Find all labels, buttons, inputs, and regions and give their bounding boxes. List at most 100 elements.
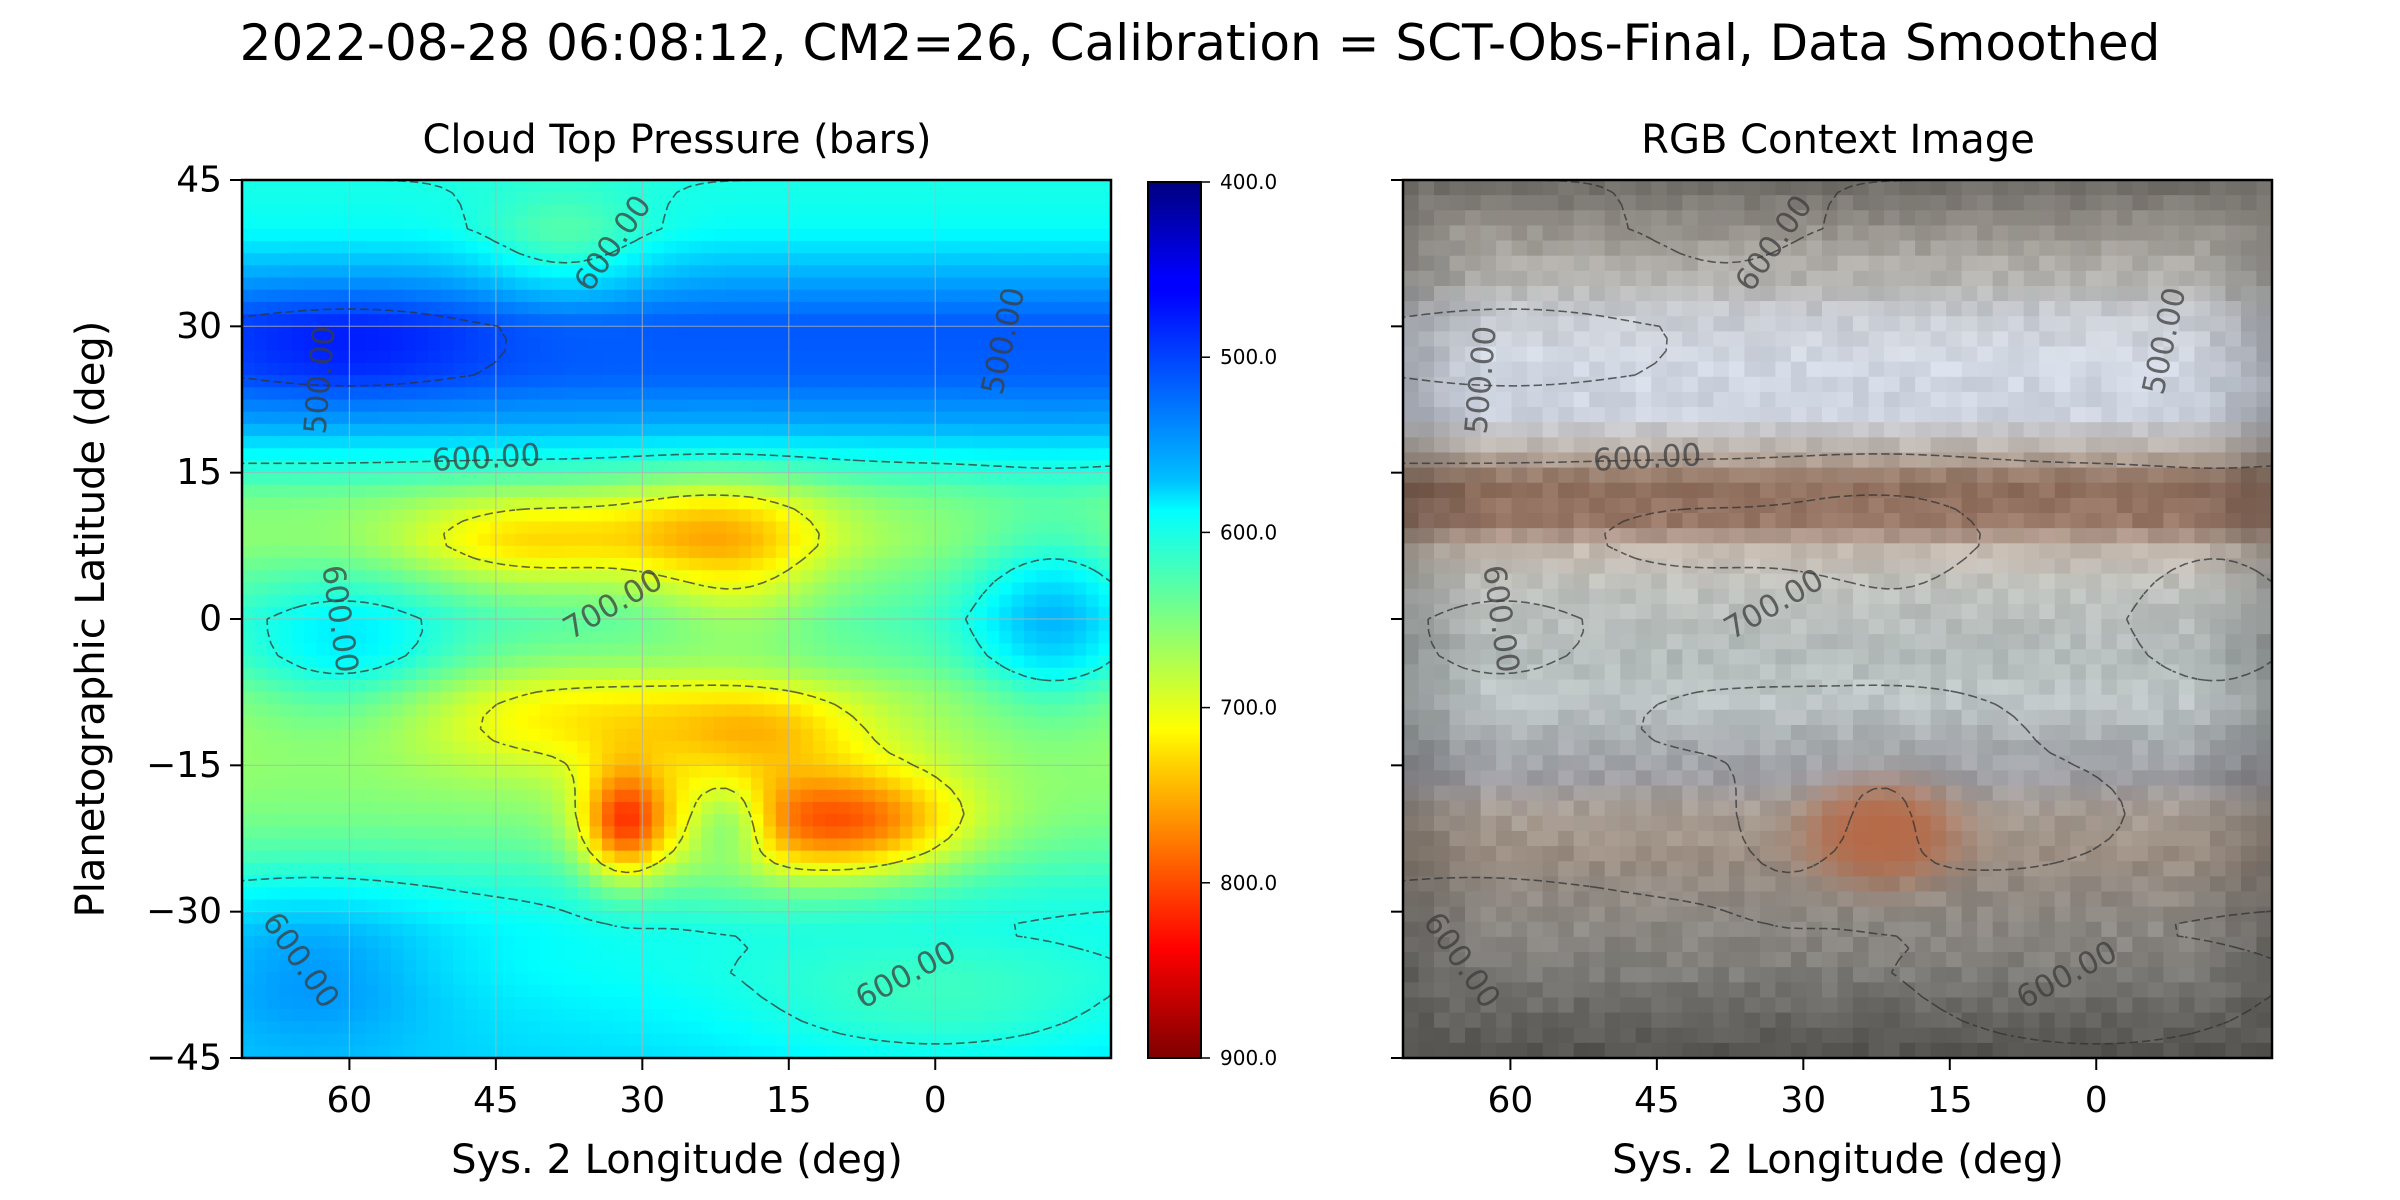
- pressure-cell: [403, 301, 417, 315]
- pressure-cell: [1086, 801, 1100, 815]
- pressure-cell: [1011, 899, 1025, 913]
- pressure-cell: [453, 192, 467, 205]
- pressure-cell: [415, 619, 429, 632]
- pressure-cell: [825, 679, 839, 693]
- pressure-cell: [887, 180, 901, 193]
- pressure-cell: [750, 777, 764, 791]
- pressure-cell: [738, 192, 752, 205]
- pressure-cell: [564, 240, 578, 254]
- pressure-cell: [750, 521, 764, 535]
- pressure-cell: [316, 923, 330, 937]
- pressure-cell: [688, 948, 702, 962]
- pressure-cell: [366, 436, 380, 449]
- pressure-cell: [502, 399, 516, 413]
- pressure-cell: [589, 582, 603, 596]
- pressure-cell: [403, 1033, 417, 1047]
- pressure-cell: [477, 460, 491, 474]
- pressure-cell: [912, 753, 926, 766]
- pressure-cell: [428, 948, 442, 962]
- pressure-cell: [502, 911, 516, 925]
- pressure-cell: [415, 1045, 429, 1058]
- pressure-cell: [266, 460, 280, 474]
- pressure-cell: [515, 728, 529, 742]
- pressure-cell: [639, 362, 653, 376]
- pressure-cell: [912, 679, 926, 693]
- pressure-cell: [726, 423, 740, 437]
- pressure-cell: [1061, 862, 1075, 876]
- pressure-cell: [924, 826, 938, 840]
- pressure-cell: [862, 692, 876, 705]
- pressure-cell: [738, 411, 752, 425]
- pressure-cell: [862, 436, 876, 449]
- pressure-cell: [242, 521, 256, 535]
- pressure-cell: [614, 850, 628, 864]
- pressure-cell: [912, 594, 926, 608]
- pressure-cell: [800, 631, 814, 644]
- pressure-cell: [825, 387, 839, 401]
- pressure-cell: [1011, 838, 1025, 852]
- pressure-cell: [539, 814, 553, 827]
- pressure-cell: [626, 326, 640, 340]
- pressure-cell: [1048, 594, 1062, 608]
- pressure-cell: [899, 655, 913, 669]
- pressure-cell: [1011, 972, 1025, 986]
- pressure-cell: [353, 850, 367, 864]
- pressure-cell: [328, 765, 342, 779]
- pressure-cell: [875, 448, 889, 462]
- pressure-cell: [1048, 777, 1062, 791]
- pressure-cell: [813, 180, 827, 193]
- pressure-cell: [552, 326, 566, 340]
- pressure-cell: [465, 387, 479, 401]
- pressure-cell: [564, 728, 578, 742]
- pressure-cell: [850, 558, 864, 571]
- pressure-cell: [1098, 423, 1111, 437]
- pressure-cell: [800, 789, 814, 803]
- pressure-cell: [676, 362, 690, 376]
- pressure-cell: [726, 899, 740, 913]
- pressure-cell: [428, 423, 442, 437]
- pressure-cell: [564, 411, 578, 425]
- pressure-cell: [1061, 314, 1075, 327]
- pressure-cell: [626, 192, 640, 205]
- pressure-cell: [279, 875, 293, 888]
- pressure-cell: [1061, 875, 1075, 888]
- pressure-cell: [800, 716, 814, 730]
- pressure-cell: [850, 582, 864, 596]
- pressure-cell: [552, 204, 566, 218]
- pressure-cell: [763, 277, 777, 291]
- pressure-cell: [626, 655, 640, 669]
- pressure-cell: [837, 521, 851, 535]
- pressure-cell: [328, 240, 342, 254]
- pressure-cell: [850, 753, 864, 766]
- pressure-cell: [291, 984, 305, 998]
- pressure-cell: [242, 375, 256, 388]
- pressure-cell: [1086, 338, 1100, 352]
- pressure-cell: [701, 789, 715, 803]
- pressure-cell: [813, 240, 827, 254]
- pressure-cell: [1048, 887, 1062, 901]
- pressure-cell: [539, 826, 553, 840]
- pressure-cell: [1011, 521, 1025, 535]
- pressure-cell: [490, 631, 504, 644]
- pressure-cell: [763, 484, 777, 498]
- pressure-cell: [1048, 558, 1062, 571]
- pressure-cell: [738, 558, 752, 571]
- pressure-cell: [1061, 972, 1075, 986]
- pressure-cell: [614, 228, 628, 242]
- pressure-cell: [291, 1033, 305, 1047]
- pressure-cell: [1073, 533, 1087, 547]
- pressure-cell: [726, 936, 740, 949]
- pressure-cell: [1024, 923, 1038, 937]
- pressure-cell: [924, 436, 938, 449]
- pressure-cell: [713, 606, 727, 620]
- pressure-cell: [415, 216, 429, 230]
- pressure-cell: [738, 545, 752, 559]
- pressure-cell: [1073, 826, 1087, 840]
- pressure-cell: [577, 204, 591, 218]
- pressure-cell: [577, 911, 591, 925]
- pressure-cell: [813, 875, 827, 888]
- pressure-cell: [1011, 862, 1025, 876]
- pressure-cell: [304, 582, 318, 596]
- pressure-cell: [875, 240, 889, 254]
- pressure-cell: [316, 448, 330, 462]
